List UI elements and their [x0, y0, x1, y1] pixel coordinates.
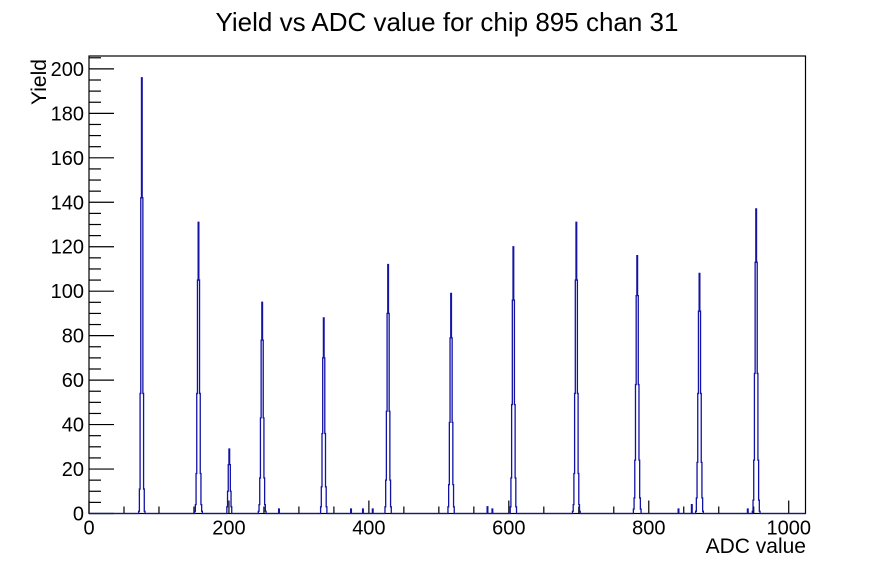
chart-title: Yield vs ADC value for chip 895 chan 31 — [216, 7, 679, 37]
y-tick-label: 60 — [62, 370, 84, 392]
y-tick-label: 160 — [51, 148, 84, 170]
axis-ticks — [88, 57, 790, 515]
x-tick-label: 400 — [352, 518, 385, 540]
y-tick-label: 80 — [62, 326, 84, 348]
y-tick-label: 20 — [62, 459, 84, 481]
y-tick-label: 140 — [51, 192, 84, 214]
y-tick-label: 180 — [51, 103, 84, 125]
x-tick-label: 0 — [83, 518, 94, 540]
axis-tick-labels: 0 200 400 600 800 1000 0 20 40 60 80 100 120 140 160 18… — [51, 59, 811, 540]
x-tick-label: 800 — [632, 518, 665, 540]
y-tick-label: 120 — [51, 237, 84, 259]
x-tick-label: 200 — [212, 518, 245, 540]
y-tick-label: 0 — [73, 504, 84, 526]
y-axis-title: Yield — [28, 59, 51, 105]
x-tick-label: 1000 — [766, 518, 811, 540]
y-tick-label: 40 — [62, 415, 84, 437]
y-tick-label: 100 — [51, 281, 84, 303]
histogram — [89, 77, 806, 515]
x-axis-title: ADC value — [706, 535, 806, 558]
x-tick-label: 600 — [492, 518, 525, 540]
y-tick-label: 200 — [51, 59, 84, 81]
histogram-line — [89, 77, 806, 515]
